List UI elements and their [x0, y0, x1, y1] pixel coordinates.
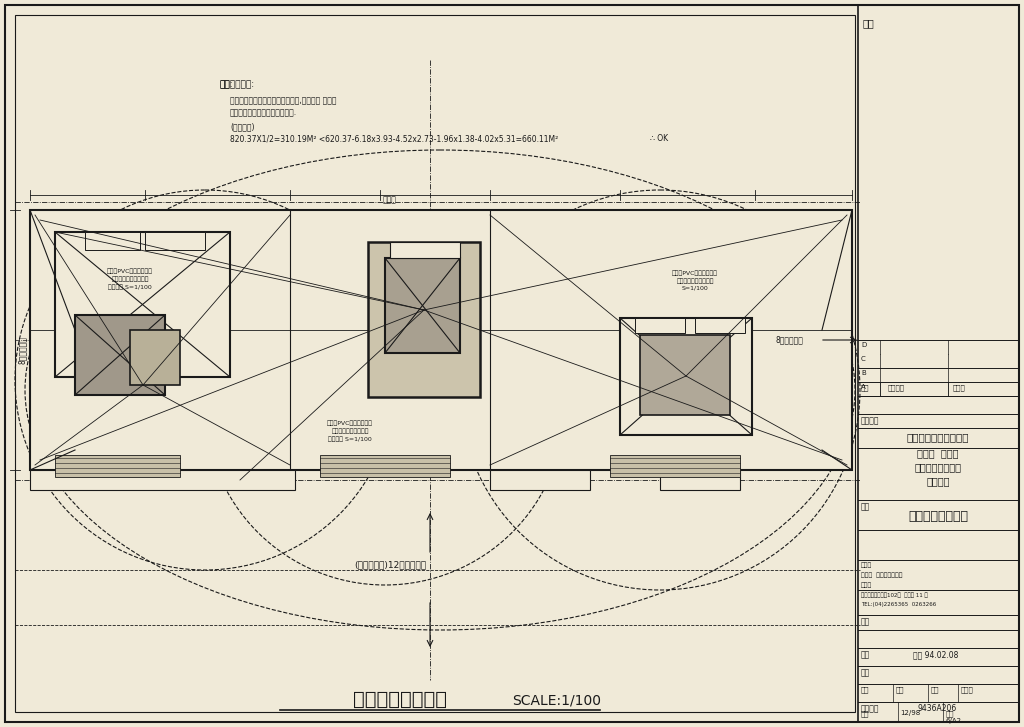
Text: 圖面號碼: 圖面號碼 — [861, 704, 880, 713]
Text: 繪圖: 繪圖 — [861, 686, 869, 693]
Text: 日期: 日期 — [861, 384, 869, 390]
Text: ∴ OK: ∴ OK — [650, 134, 668, 143]
Text: 820.37X1/2=310.19M² <620.37-6.18x3.93-4.52x2.73-1.96x1.38-4.02x5.31=660.11M²: 820.37X1/2=310.19M² <620.37-6.18x3.93-4.… — [230, 134, 558, 143]
Bar — [319, 455, 450, 477]
Text: TEL:(04)2265365  0263266: TEL:(04)2265365 0263266 — [861, 602, 936, 607]
Text: 内水落差 S=1/100: 内水落差 S=1/100 — [328, 436, 372, 441]
Bar — [368, 242, 480, 397]
Bar — [385, 258, 460, 353]
Text: 新建工程: 新建工程 — [927, 476, 949, 486]
Text: 12/98: 12/98 — [900, 710, 921, 716]
Text: ファンPVC給水管更置換: ファンPVC給水管更置換 — [106, 268, 153, 273]
Text: 核準: 核準 — [861, 650, 870, 659]
Bar — [635, 318, 685, 333]
Text: 8米計劃道路: 8米計劃道路 — [17, 336, 27, 364]
Text: 上毃建設股份有限公司: 上毃建設股份有限公司 — [906, 432, 970, 442]
Bar — [15, 15, 855, 712]
Text: 設計文: 設計文 — [861, 562, 872, 568]
Text: B: B — [861, 370, 865, 376]
Bar — [390, 242, 460, 258]
Text: 繪圖人: 繪圖人 — [861, 582, 872, 587]
Text: 6/A2: 6/A2 — [946, 718, 962, 724]
Text: 不準小於建築基底面之二分之一.: 不準小於建築基底面之二分之一. — [230, 108, 297, 117]
Bar — [490, 470, 590, 490]
Text: 負責人: 負責人 — [961, 686, 974, 693]
Text: 圖名: 圖名 — [861, 502, 870, 511]
Text: 圖號: 圖號 — [861, 710, 869, 717]
Bar — [30, 210, 852, 470]
Text: (證算面積): (證算面積) — [230, 122, 255, 131]
Text: ファンPVC給水管更置換: ファンPVC給水管更置換 — [672, 270, 718, 276]
Bar — [30, 470, 295, 490]
Text: 内水落差 S=1/100: 内水落差 S=1/100 — [109, 284, 152, 289]
Text: 工程名稱: 工程名稱 — [861, 416, 880, 425]
Text: 屋頂防水防熱層整化工: 屋頂防水防熱層整化工 — [331, 428, 369, 433]
Text: 校核: 校核 — [861, 668, 870, 677]
Text: S=1/100: S=1/100 — [682, 286, 709, 291]
Text: 屋山線: 屋山線 — [383, 195, 397, 204]
Bar — [55, 455, 180, 477]
Text: 8米計劃道路: 8米計劃道路 — [775, 335, 803, 344]
Text: 店舖住房集合住宅: 店舖住房集合住宅 — [914, 462, 962, 472]
Text: C: C — [861, 356, 865, 362]
Text: 附註:: 附註: — [220, 80, 233, 89]
Bar — [55, 232, 230, 377]
Text: 屋頂突出物平面圖: 屋頂突出物平面圖 — [908, 510, 968, 523]
Bar — [660, 470, 740, 490]
Text: 9436A206: 9436A206 — [918, 704, 957, 713]
Bar — [130, 330, 180, 385]
Text: 屋頂平台檢討:: 屋頂平台檢討: — [220, 80, 255, 89]
Text: 建設地  廣達建筑事務所: 建設地 廣達建筑事務所 — [861, 572, 902, 577]
Bar — [695, 318, 745, 333]
Bar — [610, 455, 740, 477]
Text: 備改内容: 備改内容 — [888, 384, 905, 390]
Bar — [145, 232, 205, 250]
Bar — [75, 315, 165, 395]
Text: (平山路三段)12米計劃道路: (平山路三段)12米計劃道路 — [354, 560, 426, 569]
Text: 日期 94.02.08: 日期 94.02.08 — [913, 650, 958, 659]
Bar — [620, 318, 752, 435]
Bar — [640, 335, 730, 415]
Text: 備注書: 備注書 — [953, 384, 966, 390]
Text: 圖紙: 圖紙 — [946, 710, 954, 717]
Text: 屋頂防水防熱層整化工: 屋頂防水防熱層整化工 — [112, 276, 148, 281]
Text: 附註: 附註 — [863, 18, 874, 28]
Bar — [85, 232, 140, 250]
Text: A: A — [861, 384, 865, 390]
Text: D: D — [861, 342, 866, 348]
Text: 代表人  蔡原上: 代表人 蔡原上 — [918, 448, 958, 458]
Text: 簽章: 簽章 — [861, 617, 870, 626]
Text: ファンPVC給水管更置換: ファンPVC給水管更置換 — [327, 420, 373, 425]
Text: SCALE:1/100: SCALE:1/100 — [512, 693, 601, 707]
Text: 校對: 校對 — [896, 686, 904, 693]
Text: 依投市規劃設施建築九千九項規定,屋頂平台 未區積: 依投市規劃設施建築九千九項規定,屋頂平台 未區積 — [230, 96, 337, 105]
Text: 屋頂突出物平面圖: 屋頂突出物平面圖 — [353, 690, 447, 709]
Text: 台中市南區建國路102號  電話第 11 號: 台中市南區建國路102號 電話第 11 號 — [861, 592, 928, 598]
Text: 設計: 設計 — [931, 686, 939, 693]
Text: 屋頂防水防熱層整化工: 屋頂防水防熱層整化工 — [676, 278, 714, 284]
